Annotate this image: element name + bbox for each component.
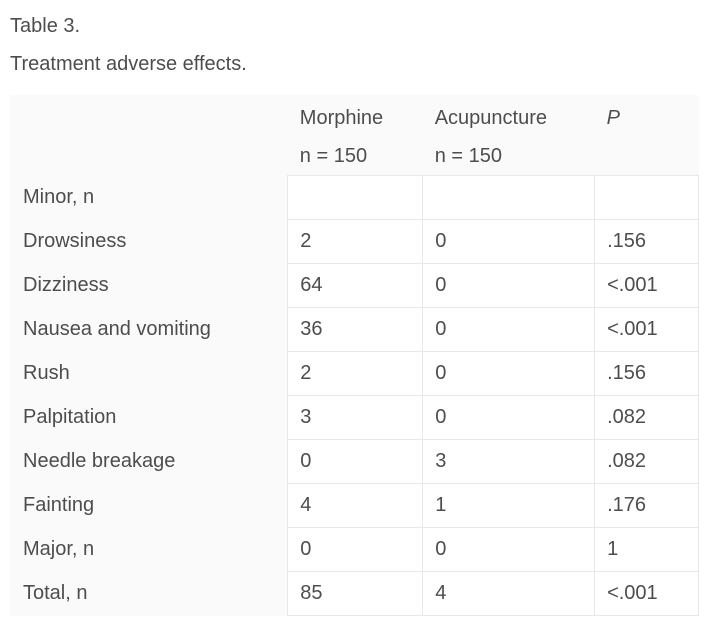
p-value: .082 [594,439,699,484]
table-row-rush: Rush 2 0 .156 [10,351,699,396]
header-row: Morphine n = 150 Acupuncture n = 150 P [10,95,699,176]
table-row-total: Total, n 85 4 <.001 [10,571,699,616]
header-acupuncture-n: n = 150 [434,145,502,167]
row-label: Drowsiness [23,230,127,252]
row-label: Dizziness [23,274,109,296]
table-number-title: Table 3. [10,15,81,37]
morphine-value: 36 [287,307,424,352]
p-value: <.001 [594,263,699,308]
p-value: .156 [594,351,699,396]
table-header: Morphine n = 150 Acupuncture n = 150 P [10,95,699,176]
p-value: <.001 [594,307,699,352]
row-label: Rush [23,362,70,384]
acupuncture-value: 0 [422,219,596,264]
adverse-effects-table: Morphine n = 150 Acupuncture n = 150 P M… [10,95,699,616]
morphine-value: 3 [287,395,424,440]
header-p: P [595,95,699,176]
acupuncture-value: 1 [422,483,596,528]
header-morphine-label: Morphine [299,107,384,129]
header-empty-cell [10,95,288,176]
p-value: <.001 [594,571,699,616]
acupuncture-value: 0 [422,307,596,352]
morphine-value: 2 [287,219,424,264]
header-acupuncture-label: Acupuncture [434,107,547,129]
morphine-value: 64 [287,263,424,308]
row-label: Needle breakage [23,450,176,472]
table-row-major: Major, n 0 0 1 [10,527,699,572]
row-label: Total, n [23,582,88,604]
acupuncture-value: 3 [422,439,596,484]
table-row-needle-breakage: Needle breakage 0 3 .082 [10,439,699,484]
morphine-value: 2 [287,351,424,396]
row-label: Minor, n [23,186,95,208]
row-label: Palpitation [23,406,117,428]
acupuncture-value [422,175,596,220]
morphine-value: 0 [287,527,424,572]
p-value: .082 [594,395,699,440]
p-value: .176 [594,483,699,528]
morphine-value: 85 [287,571,424,616]
table-row-nausea: Nausea and vomiting 36 0 <.001 [10,307,699,352]
acupuncture-value: 0 [422,527,596,572]
table-row-fainting: Fainting 4 1 .176 [10,483,699,528]
table-row-minor: Minor, n [10,175,699,220]
morphine-value: 4 [287,483,424,528]
table-body: Minor, n Drowsiness 2 0 .156 Dizziness 6… [10,175,699,616]
p-value [594,175,699,220]
table-row-drowsiness: Drowsiness 2 0 .156 [10,219,699,264]
morphine-value: 0 [287,439,424,484]
header-p-label: P [606,107,620,129]
row-label: Nausea and vomiting [23,318,211,340]
header-morphine-n: n = 150 [299,145,368,167]
acupuncture-value: 0 [422,263,596,308]
table-row-dizziness: Dizziness 64 0 <.001 [10,263,699,308]
acupuncture-value: 4 [422,571,596,616]
table-caption: Treatment adverse effects. [10,53,247,75]
table-row-palpitation: Palpitation 3 0 .082 [10,395,699,440]
header-morphine: Morphine n = 150 [288,95,423,176]
p-value: .156 [594,219,699,264]
row-label: Fainting [23,494,95,516]
header-acupuncture: Acupuncture n = 150 [423,95,595,176]
p-value: 1 [594,527,699,572]
row-label: Major, n [23,538,95,560]
morphine-value [287,175,424,220]
acupuncture-value: 0 [422,395,596,440]
acupuncture-value: 0 [422,351,596,396]
